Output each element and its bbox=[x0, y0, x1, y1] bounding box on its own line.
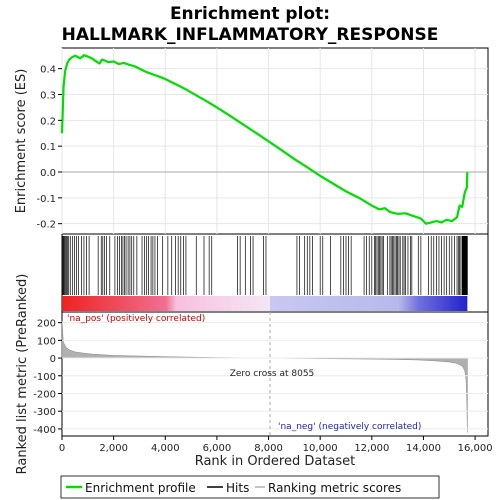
metric-y-axis-label: Ranked list metric (PreRanked) bbox=[15, 274, 30, 475]
es-tick-label: 0.1 bbox=[40, 142, 56, 153]
es-tick-label: -0.2 bbox=[36, 220, 56, 231]
metric-tick-label: -100 bbox=[33, 372, 56, 383]
legend-metric-label: Ranking metric scores bbox=[268, 481, 401, 495]
es-tick-label: 0.0 bbox=[40, 168, 56, 179]
x-axis-label: Rank in Ordered Dataset bbox=[195, 454, 356, 469]
es-y-axis: -0.2 -0.1 0.0 0.1 0.2 0.3 0.4 bbox=[36, 65, 62, 231]
hit-lines-group bbox=[62, 236, 468, 295]
ranking-color-bar bbox=[62, 296, 468, 311]
es-tick-label: 0.4 bbox=[40, 65, 56, 76]
x-tick-label: 14,000 bbox=[406, 443, 441, 454]
es-panel-frame bbox=[61, 47, 489, 235]
x-tick-label: 0 bbox=[59, 443, 65, 454]
zero-cross-annotation: Zero cross at 8055 bbox=[230, 369, 315, 379]
x-tick-label: 10,000 bbox=[303, 443, 338, 454]
es-y-axis-label: Enrichment score (ES) bbox=[14, 69, 29, 214]
es-tick-label: 0.2 bbox=[40, 116, 56, 127]
metric-tick-label: -300 bbox=[33, 407, 56, 418]
x-tick-label: 2,000 bbox=[99, 443, 128, 454]
metric-panel-frame bbox=[61, 311, 489, 437]
legend-box bbox=[60, 475, 440, 499]
es-tick-label: -0.1 bbox=[36, 194, 56, 205]
enrichment-profile-line bbox=[60, 54, 469, 225]
metric-tick-label: 200 bbox=[37, 319, 56, 330]
metric-tick-label: 100 bbox=[37, 336, 56, 347]
x-tick-label: 8,000 bbox=[254, 443, 283, 454]
neg-annotation: 'na_neg' (negatively correlated) bbox=[278, 422, 421, 432]
es-tick-label: 0.3 bbox=[40, 91, 56, 102]
x-tick-label: 12,000 bbox=[354, 443, 389, 454]
ranking-color-bar bbox=[62, 296, 468, 311]
metric-tick-label: -400 bbox=[33, 425, 56, 436]
metric-y-axis: -400 -300 -200 -100 0 100 200 bbox=[33, 319, 62, 436]
pos-annotation: 'na_pos' (positively correlated) bbox=[67, 314, 205, 324]
metric-tick-label: -200 bbox=[33, 389, 56, 400]
legend-es-label: Enrichment profile bbox=[85, 481, 196, 495]
metric-grid bbox=[62, 322, 488, 430]
x-tick-label: 6,000 bbox=[203, 443, 232, 454]
chart-title-line2: HALLMARK_INFLAMMATORY_RESPONSE bbox=[62, 25, 439, 45]
legend-hits-label: Hits bbox=[226, 481, 249, 495]
x-tick-label: 4,000 bbox=[151, 443, 180, 454]
chart-title-line1: Enrichment plot: bbox=[170, 4, 330, 24]
es-line-group bbox=[60, 54, 469, 225]
x-axis: 0 2,000 4,000 6,000 8,000 10,000 12,000 14,000 1… bbox=[59, 436, 493, 454]
x-tick-label: 16,000 bbox=[458, 443, 493, 454]
metric-tick-label: 0 bbox=[50, 354, 56, 365]
